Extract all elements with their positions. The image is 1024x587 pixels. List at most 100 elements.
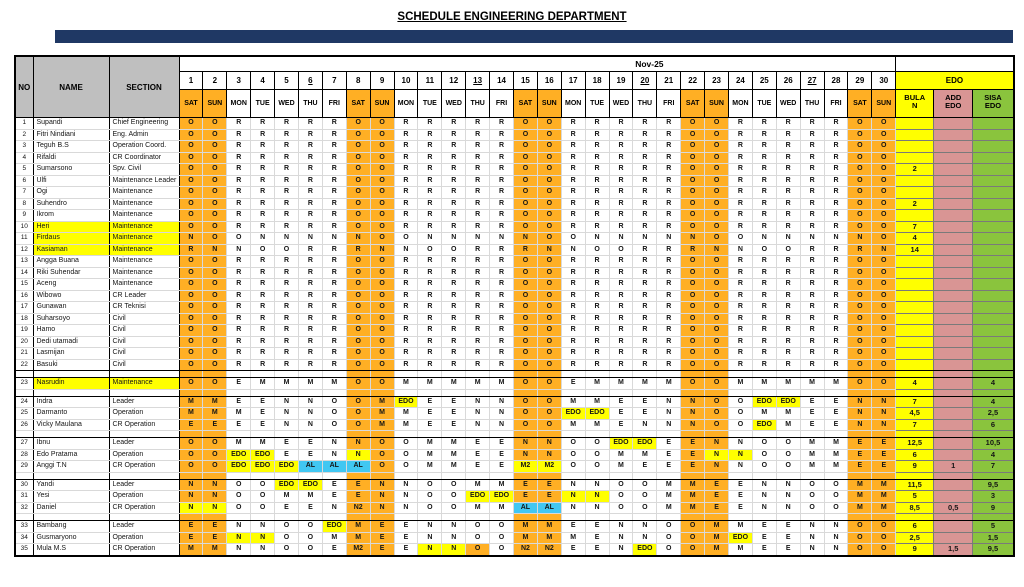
schedule-cell: O [369,289,395,302]
schedule-cell: EDO [632,543,658,557]
schedule-cell: O [751,437,777,450]
schedule-cell: R [727,174,753,187]
schedule-cell: E [871,437,897,450]
schedule-cell: R [632,312,658,325]
schedule-cell: R [489,186,514,199]
spacer-row [14,471,1015,480]
schedule-cell: M [727,543,753,557]
edo-top-spacer [895,55,1015,72]
schedule-cell: O [680,289,706,302]
schedule-row: 13 Angga Buana Maintenance O O R R R R R O O R R R R R O O… [14,255,1015,268]
schedule-cell: E [727,478,753,491]
schedule-cell: O [345,151,371,164]
schedule-cell: R [560,163,586,176]
schedule-cell: O [321,407,347,420]
schedule-cell: M [608,377,634,390]
schedule-cell: EDO [250,448,276,461]
bulan-value [895,471,935,480]
schedule-cell: R [656,186,682,199]
schedule-cell: O [680,151,706,164]
schedule-cell: O [178,151,204,164]
schedule-cell: R [608,324,634,337]
schedule-cell: E [799,418,825,431]
schedule-cell: O [369,312,395,325]
schedule-cell: R [799,255,825,268]
schedule-cell: R [417,128,443,141]
day-number-cell: 10 [393,71,419,90]
schedule-cell: R [727,186,753,199]
day-name-cell: THU [465,89,491,118]
schedule-cell: O [847,543,873,557]
employee-section: Maintenance [108,197,180,210]
schedule-cell: R [560,174,586,187]
add-edo-value [933,128,974,141]
schedule-cell: E [680,460,706,473]
schedule-cell: R [799,163,825,176]
schedule-cell: M [799,460,825,473]
schedule-cell: O [680,543,706,557]
add-edo-value [933,255,974,268]
schedule-cell: O [871,377,897,390]
schedule-cell: O [680,266,706,279]
schedule-cell: O [871,174,897,187]
schedule-cell: R [608,128,634,141]
schedule-cell: R [321,243,347,256]
schedule-cell: R [656,266,682,279]
row-number: 30 [14,478,34,491]
schedule-cell: O [751,243,777,256]
schedule-cell: M [584,418,610,431]
schedule-cell: R [489,301,514,314]
schedule-cell: E [202,531,228,544]
schedule-cell: O [512,278,538,291]
schedule-cell: E [704,490,729,503]
schedule-cell: M [847,501,873,514]
schedule-cell: O [512,301,538,314]
schedule-cell: O [489,531,514,544]
schedule-cell: R [560,324,586,337]
schedule-cell: R [584,358,610,371]
bulan-value [895,140,935,153]
schedule-cell: N [608,543,634,557]
day-name-cell: MON [560,89,586,118]
schedule-cell: N [584,490,610,503]
schedule-cell: O [202,232,228,245]
schedule-cell: N [871,418,897,431]
sisa-edo-value [972,335,1015,348]
schedule-cell: R [441,335,467,348]
schedule-cell: R [489,358,514,371]
schedule-cell: R [297,289,323,302]
day-number-cell: 5 [274,71,299,90]
row-number: 27 [14,437,34,450]
sisa-edo-value [972,140,1015,153]
bulan-value [895,301,935,314]
sisa-edo-value [972,358,1015,371]
schedule-row: 3 Teguh B.S Operation Coord. O O R R R R R O O R R R R R… [14,140,1015,153]
schedule-cell: N [704,437,729,450]
schedule-cell: R [775,140,801,153]
schedule-cell: M [727,377,753,390]
schedule-row: 7 Ogi Maintenance O O R R R R R O O R R R R R O O R R R R R O O R R… [14,186,1015,199]
schedule-cell: E [847,437,873,450]
schedule-cell: O [847,531,873,544]
day-name-cell: MON [226,89,252,118]
day-number-cell: 23 [704,71,729,90]
schedule-cell: R [823,174,849,187]
schedule-cell: R [321,255,347,268]
schedule-cell: O [250,490,276,503]
schedule-cell: R [250,174,276,187]
schedule-cell: R [274,151,299,164]
schedule-cell: O [584,448,610,461]
schedule-cell: R [823,186,849,199]
schedule-cell: R [560,140,586,153]
day-number-cell: 21 [656,71,682,90]
schedule-cell: R [250,209,276,222]
employee-section: Maintenance [108,209,180,222]
schedule-cell: R [489,174,514,187]
schedule-cell: M [536,531,562,544]
schedule-cell: E [799,395,825,408]
schedule-cell: M [393,418,419,431]
schedule-cell: R [608,266,634,279]
schedule-cell: R [274,358,299,371]
sisa-edo-value: 3 [972,490,1015,503]
schedule-cell: O [680,197,706,210]
